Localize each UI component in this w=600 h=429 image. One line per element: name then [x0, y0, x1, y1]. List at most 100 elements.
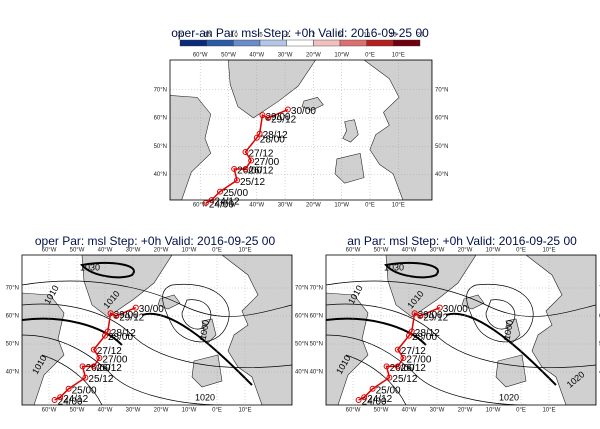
isobar-label: 1020 — [195, 392, 215, 402]
lon-label: 20°W — [458, 408, 473, 414]
track-point — [256, 130, 263, 137]
track-label: 30/00 — [291, 106, 316, 117]
lat-label: 60°N — [435, 116, 448, 122]
isobar-label: 1000 — [198, 319, 211, 340]
track-point — [369, 385, 376, 392]
track-point — [400, 355, 407, 361]
lat-label: 70°N — [6, 286, 19, 292]
lat-label: 60°N — [154, 116, 167, 122]
lon-label: 0°E — [516, 248, 526, 254]
lat-label: 70°N — [295, 286, 308, 292]
track-point — [79, 363, 86, 370]
lon-label: 0°E — [212, 408, 222, 414]
track-point — [90, 363, 97, 370]
track-point — [248, 157, 255, 164]
lon-label: 50°W — [221, 203, 236, 209]
track-label: 26/12 — [248, 166, 273, 177]
track-point — [417, 313, 424, 319]
track-point — [65, 385, 72, 392]
lon-label: 60°W — [193, 203, 208, 209]
track-label: 26/00 — [390, 363, 415, 374]
track-point — [132, 304, 139, 311]
panel-title: oper Par: msl Step: +0h Valid: 2016-09-2… — [35, 234, 276, 248]
track-point — [284, 106, 291, 113]
colorbar-label: -20 — [176, 33, 185, 39]
track-point — [394, 363, 401, 370]
track-point — [259, 112, 266, 119]
colorbar-label: 15 — [390, 33, 397, 39]
colorbar-label: -2 — [284, 33, 290, 39]
track-point — [96, 355, 103, 361]
track-label: 24/12 — [215, 197, 240, 208]
track-label: 26/12 — [97, 363, 122, 374]
lon-label: 60°W — [42, 408, 57, 414]
lon-label: 40°W — [98, 408, 113, 414]
track-label: 25/12 — [240, 177, 265, 188]
lon-label: 50°W — [70, 408, 85, 414]
lon-label: 0°E — [365, 203, 375, 209]
track-label: 26/00 — [86, 363, 111, 374]
track-label: 26/12 — [401, 363, 426, 374]
track-label: 28/00 — [412, 332, 437, 343]
lat-label: 40°N — [6, 370, 19, 376]
track-label: 29/12 — [119, 313, 144, 324]
track-point — [90, 346, 97, 353]
lon-label: 10°E — [542, 248, 555, 254]
track-label: 29/00 — [114, 310, 139, 321]
track-point — [57, 394, 64, 401]
track-label: 28/00 — [260, 134, 285, 145]
track-label: 24/00 — [362, 397, 387, 408]
track-label: 24/12 — [367, 394, 392, 405]
lon-label: 50°W — [374, 248, 389, 254]
track-point — [355, 397, 362, 403]
lon-label: 0°E — [516, 408, 526, 414]
lon-label: 10°E — [238, 408, 251, 414]
track-point — [242, 148, 249, 155]
track-label: 27/12 — [401, 346, 426, 357]
track-label: 27/00 — [254, 157, 279, 168]
track-label: 24/00 — [58, 397, 83, 408]
panel: oper Par: msl Step: +0h Valid: 2016-09-2… — [6, 234, 309, 413]
panel-title: an Par: msl Step: +0h Valid: 2016-09-25 … — [347, 234, 577, 248]
lon-label: 30°W — [430, 408, 445, 414]
track-point — [383, 363, 390, 370]
track-point — [242, 165, 249, 172]
lon-label: 10°E — [392, 53, 405, 59]
lon-label: 40°W — [98, 248, 113, 254]
lon-label: 40°W — [249, 53, 264, 59]
lon-label: 0°E — [212, 248, 222, 254]
lon-label: 10°W — [182, 408, 197, 414]
lat-label: 50°N — [435, 144, 448, 150]
track-point — [265, 115, 272, 121]
colorbar-label: -5 — [257, 33, 263, 39]
track-label: 27/00 — [406, 355, 431, 366]
lon-label: 50°W — [70, 248, 85, 254]
lat-label: 70°N — [154, 87, 167, 93]
lon-label: 20°W — [458, 248, 473, 254]
track-point — [406, 332, 412, 339]
lon-label: 20°W — [154, 408, 169, 414]
colorbar-label: -15 — [202, 33, 211, 39]
lat-label: 50°N — [295, 342, 308, 348]
panel: an Par: msl Step: +0h Valid: 2016-09-25 … — [310, 234, 600, 413]
lat-label: 60°N — [295, 314, 308, 320]
track-line — [54, 306, 137, 401]
lat-label: 40°N — [435, 172, 448, 178]
map-frame — [21, 254, 293, 406]
lon-label: 30°W — [126, 248, 141, 254]
track-label: 28/12 — [263, 130, 288, 141]
colorbar-swatch — [366, 39, 394, 47]
track-label: 30/00 — [139, 304, 164, 315]
track-label: 27/00 — [102, 355, 127, 366]
track-point — [104, 328, 111, 335]
track-label: 29/00 — [418, 310, 443, 321]
lon-label: 60°W — [193, 53, 208, 59]
lat-label: 60°N — [310, 314, 323, 320]
track-label: 24/12 — [63, 394, 88, 405]
lat-label: 60°N — [6, 314, 19, 320]
track-label: 29/12 — [271, 115, 296, 126]
lon-label: 60°W — [346, 248, 361, 254]
track-label: 28/12 — [415, 328, 440, 339]
colorbar-swatch — [233, 39, 261, 47]
track-point — [394, 346, 401, 353]
